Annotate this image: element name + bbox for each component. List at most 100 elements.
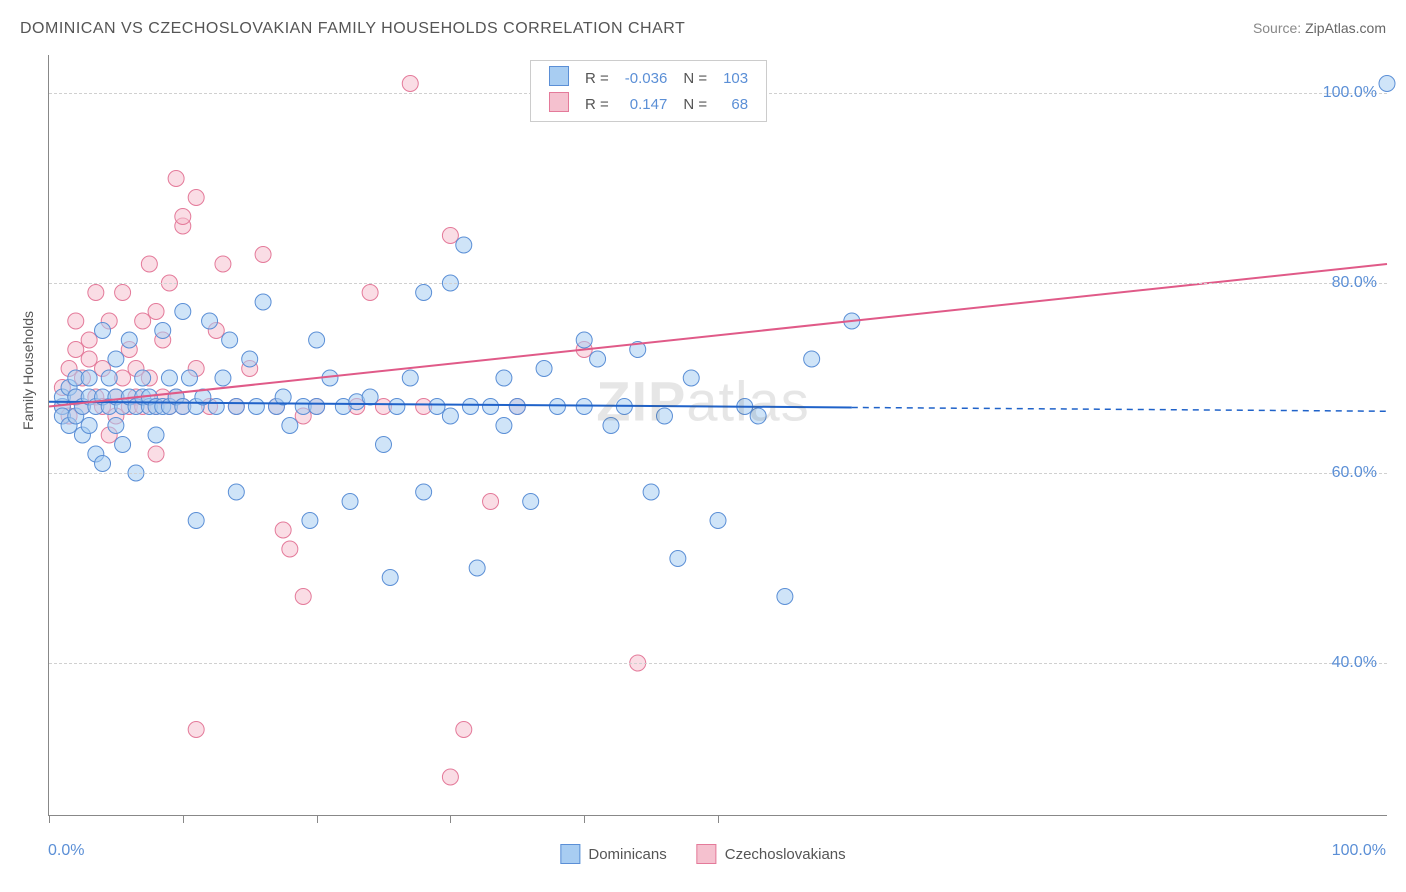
x-tick bbox=[317, 815, 318, 823]
data-point bbox=[549, 399, 565, 415]
data-point bbox=[228, 484, 244, 500]
source-label: Source: bbox=[1253, 20, 1301, 36]
legend-label-czechoslovakians: Czechoslovakians bbox=[725, 846, 846, 863]
data-point bbox=[121, 332, 137, 348]
data-point bbox=[389, 399, 405, 415]
legend-label-dominicans: Dominicans bbox=[588, 846, 666, 863]
data-point bbox=[202, 313, 218, 329]
r-value-dominicans: -0.036 bbox=[617, 65, 676, 91]
data-point bbox=[777, 589, 793, 605]
data-point bbox=[429, 399, 445, 415]
data-point bbox=[309, 399, 325, 415]
data-point bbox=[282, 418, 298, 434]
data-point bbox=[228, 399, 244, 415]
data-point bbox=[496, 370, 512, 386]
data-point bbox=[68, 313, 84, 329]
y-tick-label: 80.0% bbox=[1332, 274, 1377, 292]
data-point bbox=[456, 722, 472, 738]
data-point bbox=[416, 484, 432, 500]
swatch-dominicans bbox=[549, 66, 569, 86]
data-point bbox=[255, 247, 271, 263]
data-point bbox=[175, 304, 191, 320]
data-point bbox=[590, 351, 606, 367]
data-point bbox=[536, 361, 552, 377]
data-point bbox=[115, 437, 131, 453]
swatch-czechoslovakians bbox=[549, 92, 569, 112]
data-point bbox=[295, 589, 311, 605]
x-tick bbox=[584, 815, 585, 823]
data-point bbox=[208, 399, 224, 415]
n-value-czechoslovakians: 68 bbox=[715, 91, 756, 117]
data-point bbox=[108, 351, 124, 367]
data-point bbox=[282, 541, 298, 557]
source-value: ZipAtlas.com bbox=[1305, 20, 1386, 36]
data-point bbox=[416, 285, 432, 301]
data-point bbox=[148, 304, 164, 320]
gridline bbox=[49, 663, 1387, 664]
data-point bbox=[248, 399, 264, 415]
data-point bbox=[141, 256, 157, 272]
data-point bbox=[242, 351, 258, 367]
data-point bbox=[362, 285, 378, 301]
data-point bbox=[362, 389, 378, 405]
data-point bbox=[442, 769, 458, 785]
plot-area: 40.0%60.0%80.0%100.0% bbox=[48, 55, 1387, 816]
y-tick-label: 100.0% bbox=[1323, 84, 1377, 102]
data-point bbox=[101, 370, 117, 386]
correlation-legend: R =-0.036 N =103 R =0.147 N =68 bbox=[530, 60, 767, 122]
legend-swatch-dominicans bbox=[560, 844, 580, 864]
r-value-czechoslovakians: 0.147 bbox=[617, 91, 676, 117]
data-point bbox=[108, 418, 124, 434]
data-point bbox=[509, 399, 525, 415]
x-tick bbox=[183, 815, 184, 823]
data-point bbox=[576, 332, 592, 348]
data-point bbox=[81, 351, 97, 367]
y-tick-label: 60.0% bbox=[1332, 464, 1377, 482]
x-tick bbox=[49, 815, 50, 823]
trend-line bbox=[49, 264, 1387, 407]
data-point bbox=[710, 513, 726, 529]
data-point bbox=[81, 370, 97, 386]
legend-row-dominicans: R =-0.036 N =103 bbox=[541, 65, 756, 91]
data-point bbox=[68, 342, 84, 358]
data-point bbox=[135, 370, 151, 386]
trend-line-extrapolated bbox=[852, 407, 1387, 411]
data-point bbox=[215, 256, 231, 272]
x-tick bbox=[450, 815, 451, 823]
data-point bbox=[188, 190, 204, 206]
data-point bbox=[1379, 76, 1395, 92]
data-point bbox=[309, 332, 325, 348]
data-point bbox=[603, 418, 619, 434]
data-point bbox=[188, 722, 204, 738]
data-point bbox=[442, 228, 458, 244]
data-point bbox=[81, 332, 97, 348]
data-point bbox=[181, 370, 197, 386]
legend-swatch-czechoslovakians bbox=[697, 844, 717, 864]
data-point bbox=[683, 370, 699, 386]
data-point bbox=[222, 332, 238, 348]
data-point bbox=[302, 513, 318, 529]
chart-container: DOMINICAN VS CZECHOSLOVAKIAN FAMILY HOUS… bbox=[0, 0, 1406, 892]
data-point bbox=[215, 370, 231, 386]
data-point bbox=[643, 484, 659, 500]
data-point bbox=[342, 494, 358, 510]
data-point bbox=[469, 560, 485, 576]
gridline bbox=[49, 473, 1387, 474]
legend-row-czechoslovakians: R =0.147 N =68 bbox=[541, 91, 756, 117]
data-point bbox=[88, 285, 104, 301]
data-point bbox=[95, 456, 111, 472]
data-point bbox=[188, 513, 204, 529]
gridline bbox=[49, 283, 1387, 284]
data-point bbox=[402, 370, 418, 386]
data-point bbox=[168, 171, 184, 187]
data-point bbox=[155, 323, 171, 339]
data-point bbox=[483, 494, 499, 510]
data-point bbox=[382, 570, 398, 586]
data-point bbox=[462, 399, 478, 415]
chart-title: DOMINICAN VS CZECHOSLOVAKIAN FAMILY HOUS… bbox=[20, 20, 685, 38]
legend-item-dominicans: Dominicans bbox=[560, 844, 666, 864]
data-point bbox=[81, 418, 97, 434]
data-point bbox=[148, 446, 164, 462]
series-legend: Dominicans Czechoslovakians bbox=[560, 844, 845, 864]
data-point bbox=[804, 351, 820, 367]
